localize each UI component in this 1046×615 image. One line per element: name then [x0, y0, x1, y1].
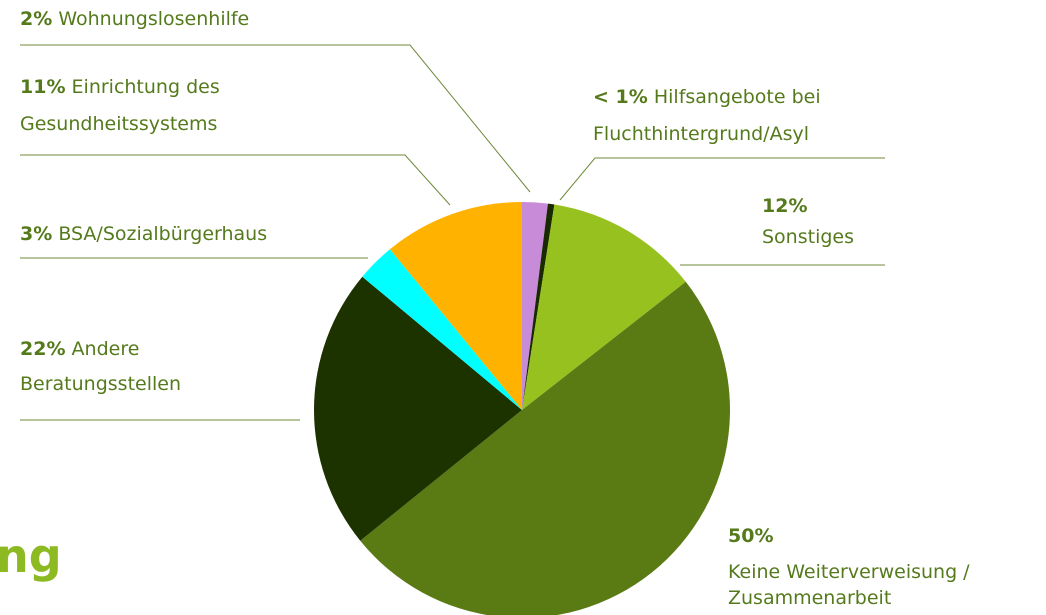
leader-lines	[20, 44, 885, 421]
slice-name: Keine Weiterverweisung /	[728, 561, 970, 583]
pie-slice	[522, 202, 548, 410]
percent-label: 22%	[20, 338, 65, 360]
slice-name: Gesundheitssystems	[20, 113, 217, 135]
percent-label: 11%	[20, 76, 65, 98]
leader-line	[20, 154, 451, 206]
slice-label-line: 11% Einrichtung des	[20, 76, 220, 98]
slice-label-line: 3% BSA/Sozialbürgerhaus	[20, 223, 267, 245]
percent-label: 12%	[762, 195, 807, 217]
pie	[314, 202, 730, 615]
slice-name: BSA/Sozialbürgerhaus	[58, 223, 267, 245]
slice-label-line: 2% Wohnungslosenhilfe	[20, 8, 249, 30]
slice-label: < 1% Hilfsangebote bei Fluchthintergrund/…	[593, 86, 821, 145]
slice-label: 22% Andere Beratungsstellen	[20, 338, 181, 395]
chart-title: ng	[0, 529, 62, 583]
leader-line	[559, 157, 885, 201]
slice-name: Hilfsangebote bei	[654, 86, 821, 108]
pie-slice	[362, 249, 522, 410]
pie-slice	[522, 204, 686, 410]
slice-label: 50% Keine Weiterverweisung / Zusammenarbei…	[728, 525, 970, 609]
slice-label: 3% BSA/Sozialbürgerhaus	[20, 223, 267, 245]
slice-label: 2% Wohnungslosenhilfe	[20, 8, 249, 30]
percent-label: 2%	[20, 8, 52, 30]
slice-name: Fluchthintergrund/Asyl	[593, 123, 809, 145]
slice-name: Zusammenarbeit	[728, 587, 891, 609]
slice-label: 12% Sonstiges	[762, 195, 854, 248]
slice-label: 11% Einrichtung des Gesundheitssystems	[20, 76, 220, 135]
percent-label: 50%	[728, 525, 773, 547]
slice-label-line: 22% Andere	[20, 338, 139, 360]
pie-slice	[314, 276, 522, 541]
percent-label: < 1%	[593, 86, 648, 108]
percent-label: 3%	[20, 223, 52, 245]
slice-name: Andere	[72, 338, 140, 360]
slice-name: Beratungsstellen	[20, 373, 181, 395]
pie-slice	[360, 281, 730, 615]
slice-name: Sonstiges	[762, 226, 854, 248]
slice-name: Wohnungslosenhilfe	[58, 8, 249, 30]
pie-slice	[389, 202, 522, 410]
slice-label-line: < 1% Hilfsangebote bei	[593, 86, 821, 108]
pie-slice	[522, 203, 555, 410]
leader-line	[20, 44, 531, 193]
slice-name: Einrichtung des	[72, 76, 220, 98]
